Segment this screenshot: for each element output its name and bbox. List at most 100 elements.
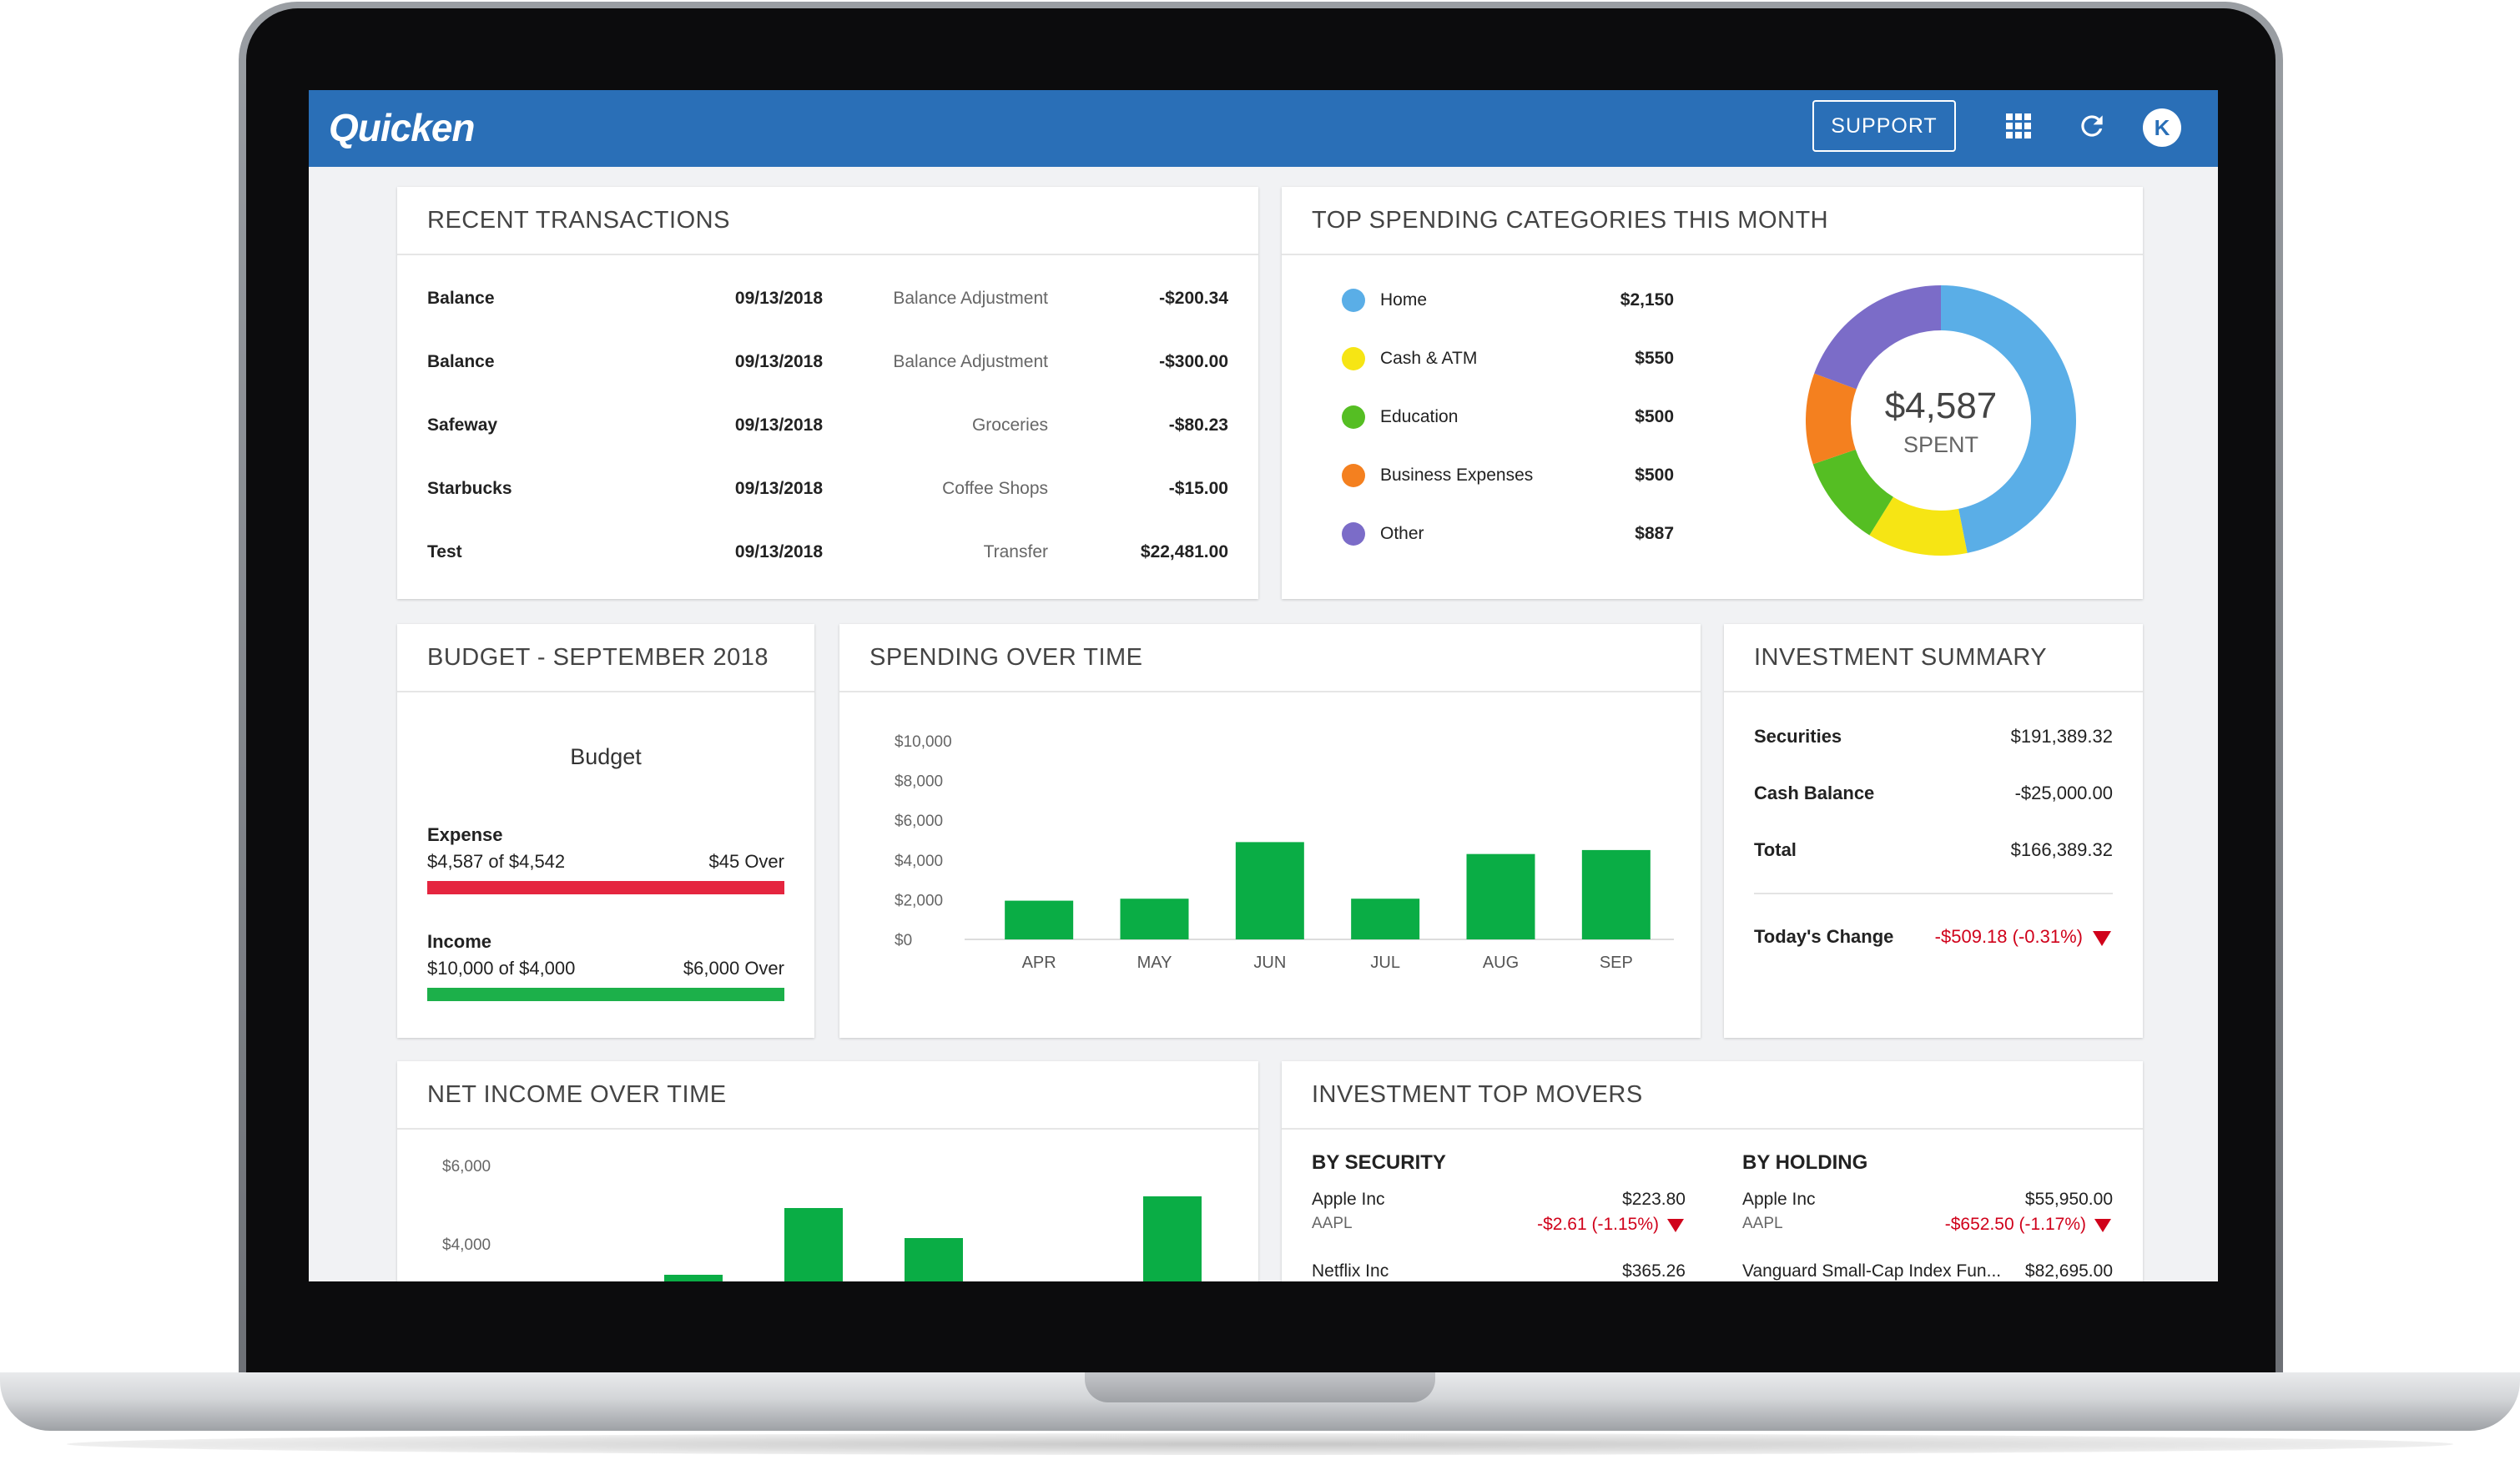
category-amount: $550 xyxy=(1635,349,1674,368)
support-button[interactable]: SUPPORT xyxy=(1812,100,1956,152)
investment-summary-card: INVESTMENT SUMMARY Securities $191,389.32… xyxy=(1724,624,2143,1038)
transaction-payee: Safeway xyxy=(427,415,498,435)
todays-change-label: Today's Change xyxy=(1754,926,1894,947)
investment-summary-label: Securities xyxy=(1754,726,1842,747)
income-status: $6,000 Over xyxy=(683,958,784,979)
category-name: Other xyxy=(1380,524,1424,543)
x-tick-label: SEP xyxy=(1600,954,1633,972)
top-spending-card: TOP SPENDING CATEGORIES THIS MONTH Home $… xyxy=(1282,187,2143,599)
category-name: Business Expenses xyxy=(1380,466,1534,485)
investment-top-movers-card: INVESTMENT TOP MOVERS BY SECURITY BY HOL… xyxy=(1282,1061,2143,1281)
legend-color-dot xyxy=(1342,522,1365,546)
spending-bar[interactable] xyxy=(1120,899,1189,939)
spending-bar[interactable] xyxy=(1351,899,1420,939)
transaction-row[interactable]: Balance 09/13/2018 Balance Adjustment -$300… xyxy=(397,352,1258,385)
x-tick-label: JUL xyxy=(1370,954,1400,972)
by-security-label: BY SECURITY xyxy=(1312,1151,1446,1174)
category-name: Cash & ATM xyxy=(1380,349,1478,368)
spending-legend-item[interactable]: Business Expenses $500 xyxy=(1282,464,1782,497)
transaction-payee: Test xyxy=(427,542,462,561)
spending-legend-item[interactable]: Education $500 xyxy=(1282,405,1782,439)
income-detail: $10,000 of $4,000 xyxy=(427,958,576,979)
refresh-icon[interactable] xyxy=(2076,110,2108,142)
todays-change-value: -$509.18 (-0.31%) xyxy=(1934,926,2083,947)
legend-color-dot xyxy=(1342,289,1365,312)
spending-bar[interactable] xyxy=(1235,842,1304,939)
net-income-ytick: $6,000 xyxy=(442,1158,491,1175)
transaction-payee: Starbucks xyxy=(427,479,512,498)
holding-ticker: AAPL xyxy=(1742,1215,1783,1232)
transaction-amount: -$200.34 xyxy=(1159,289,1228,308)
donut-slice-cash-atm[interactable] xyxy=(1869,496,1968,556)
spending-bar[interactable] xyxy=(1005,900,1074,939)
donut-slice-home[interactable] xyxy=(1941,285,2076,553)
security-price: $365.26 xyxy=(1622,1261,1686,1281)
investment-summary-value: $166,389.32 xyxy=(2010,839,2113,860)
security-name[interactable]: Netflix Inc xyxy=(1312,1261,1389,1281)
transaction-amount: -$80.23 xyxy=(1168,415,1228,435)
down-arrow-icon xyxy=(2094,1219,2111,1232)
net-income-bar xyxy=(784,1208,843,1281)
security-name[interactable]: Apple Inc xyxy=(1312,1190,1385,1209)
net-income-bar xyxy=(664,1275,723,1281)
laptop-notch xyxy=(1085,1372,1435,1402)
card-title: INVESTMENT SUMMARY xyxy=(1754,644,2048,671)
x-tick-label: MAY xyxy=(1137,954,1172,972)
holding-value: $55,950.00 xyxy=(2024,1190,2113,1209)
transaction-payee: Balance xyxy=(427,289,495,308)
investment-summary-value: $191,389.32 xyxy=(2010,726,2113,747)
donut-slice-business-expenses[interactable] xyxy=(1806,373,1857,465)
laptop-shadow xyxy=(67,1433,2453,1455)
donut-total-label: SPENT xyxy=(1903,432,1979,457)
security-price: $223.80 xyxy=(1622,1190,1686,1209)
holding-change: -$652.50 (-1.17%) xyxy=(1944,1215,2086,1234)
transaction-row[interactable]: Safeway 09/13/2018 Groceries -$80.23 xyxy=(397,415,1258,449)
y-tick-label: $6,000 xyxy=(895,813,943,830)
income-label: Income xyxy=(427,931,492,952)
transaction-payee: Balance xyxy=(427,352,495,371)
donut-slice-education[interactable] xyxy=(1812,449,1893,536)
category-amount: $500 xyxy=(1635,466,1674,485)
category-amount: $2,150 xyxy=(1620,290,1674,310)
spending-legend-item[interactable]: Other $887 xyxy=(1282,522,1782,556)
legend-color-dot xyxy=(1342,405,1365,429)
spending-bar[interactable] xyxy=(1466,853,1535,939)
budget-card: BUDGET - SEPTEMBER 2018 Budget Expense $… xyxy=(397,624,814,1038)
down-arrow-icon xyxy=(1667,1219,1684,1232)
transaction-amount: -$15.00 xyxy=(1168,479,1228,498)
holding-name[interactable]: Vanguard Small-Cap Index Fun... xyxy=(1742,1261,2002,1281)
transaction-row[interactable]: Starbucks 09/13/2018 Coffee Shops -$15.00 xyxy=(397,479,1258,512)
expense-label: Expense xyxy=(427,824,503,845)
category-name: Home xyxy=(1380,290,1428,310)
spending-bar-chart: $10,000 $8,000 $6,000 $4,000 $2,000 $0 APR MAY J… xyxy=(895,733,1674,972)
spending-bar[interactable] xyxy=(1581,849,1651,939)
transaction-row[interactable]: Test 09/13/2018 Transfer $22,481.00 xyxy=(397,542,1258,576)
donut-slice-other[interactable] xyxy=(1814,285,1941,390)
spending-legend-item[interactable]: Home $2,150 xyxy=(1282,289,1782,322)
quicken-logo[interactable]: Quicken xyxy=(329,106,476,149)
net-income-over-time-card: NET INCOME OVER TIME $6,000 $4,000 xyxy=(397,1061,1258,1281)
expense-status: $45 Over xyxy=(708,851,785,872)
net-income-bar xyxy=(1143,1196,1202,1281)
transaction-date: 09/13/2018 xyxy=(734,479,823,498)
transaction-category: Transfer xyxy=(983,542,1048,561)
transaction-category: Coffee Shops xyxy=(942,479,1048,498)
down-arrow-icon xyxy=(2093,931,2111,946)
legend-color-dot xyxy=(1342,347,1365,370)
spending-donut-chart xyxy=(1806,285,2076,556)
recent-transactions-card: RECENT TRANSACTIONS Balance 09/13/2018 Bal… xyxy=(397,187,1258,599)
transaction-date: 09/13/2018 xyxy=(734,542,823,561)
user-avatar[interactable]: K xyxy=(2143,108,2181,147)
y-tick-label: $2,000 xyxy=(895,892,943,909)
y-tick-label: $4,000 xyxy=(895,853,943,870)
spending-legend-item[interactable]: Cash & ATM $550 xyxy=(1282,347,1782,380)
transaction-row[interactable]: Balance 09/13/2018 Balance Adjustment -$200… xyxy=(397,289,1258,322)
holding-name[interactable]: Apple Inc xyxy=(1742,1190,1816,1209)
net-income-ytick: $4,000 xyxy=(442,1236,491,1254)
investment-summary-value: -$25,000.00 xyxy=(2014,783,2113,803)
transaction-amount: $22,481.00 xyxy=(1140,542,1228,561)
holding-value: $82,695.00 xyxy=(2024,1261,2113,1281)
expense-detail: $4,587 of $4,542 xyxy=(427,851,566,872)
apps-grid-icon[interactable] xyxy=(2006,113,2031,138)
transaction-date: 09/13/2018 xyxy=(734,289,823,308)
